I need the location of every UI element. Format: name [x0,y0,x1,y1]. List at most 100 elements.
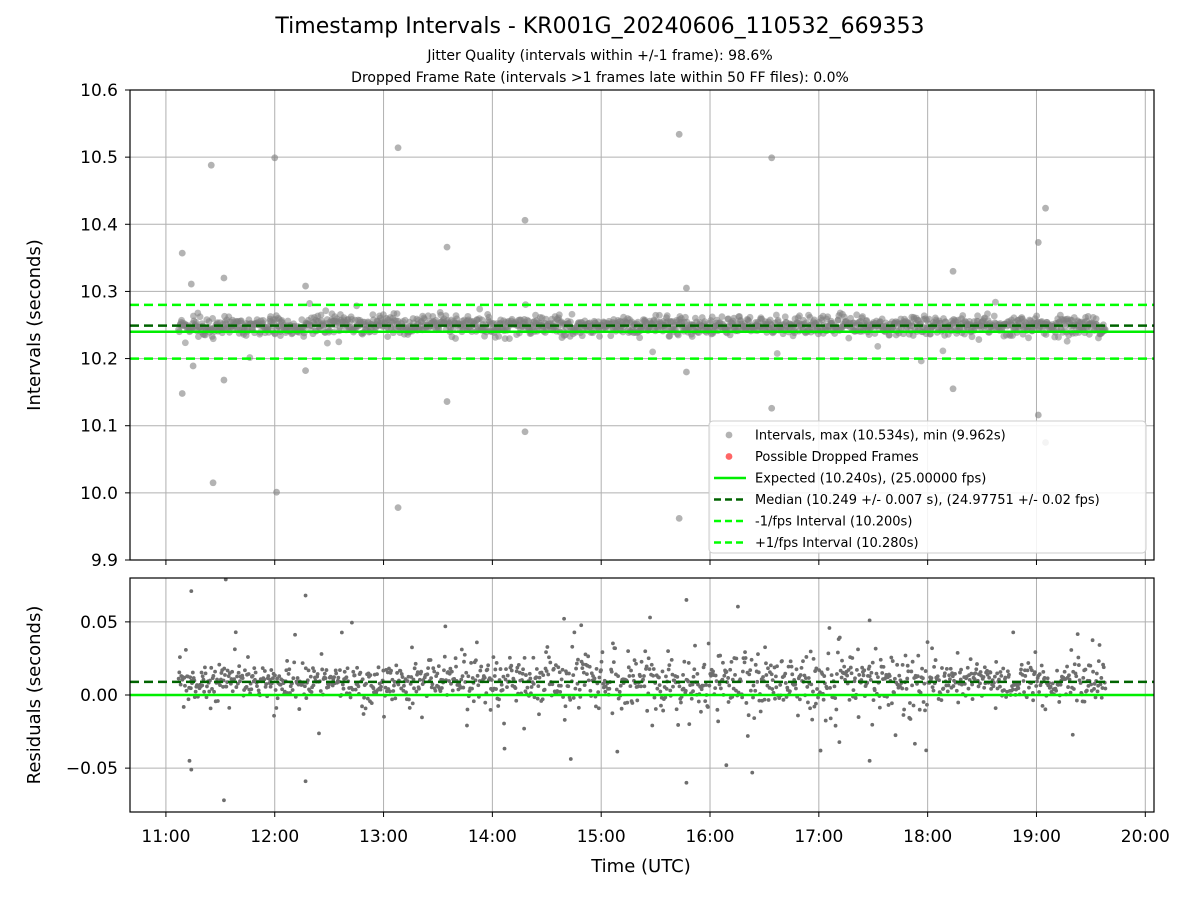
interval-point [495,332,503,340]
residual-point [345,666,350,671]
residual-point [921,700,926,704]
residual-point [630,701,635,705]
residual-point [619,706,624,711]
chart-title: Timestamp Intervals - KR001G_20240606_11… [275,14,925,39]
residual-point [202,689,207,694]
residual-point [756,670,761,675]
residual-point [544,650,548,655]
residual-point [581,662,585,667]
residual-point [244,685,249,689]
residual-point [806,700,810,705]
residual-point [1070,732,1075,737]
residual-point [811,656,816,661]
residual-point [537,712,541,717]
residual-point [889,655,894,660]
residual-point [774,685,779,690]
residual-point [390,697,394,702]
residual-outlier-point [222,798,226,803]
residual-point [527,671,532,676]
residual-point [696,699,701,704]
residual-point [234,685,239,689]
residual-point [906,669,911,674]
residual-point [853,696,858,700]
residual-point [699,709,703,714]
residual-point [711,669,715,674]
interval-outlier-point [178,249,186,257]
residual-point [730,677,735,682]
residual-outlier-point [867,618,872,623]
residual-point [541,673,546,677]
residual-point [504,667,508,672]
residual-point [246,655,250,659]
residual-point [1011,630,1016,635]
residual-point [905,663,910,668]
residual-point [744,701,749,705]
residual-point [364,681,368,686]
residual-point [253,677,257,682]
residual-point [435,671,440,676]
residual-point [895,662,900,667]
residual-point [429,685,434,690]
interval-point [688,333,696,340]
residual-outlier-point [189,589,194,594]
residual-point [783,681,788,685]
residual-point [764,673,769,677]
residual-point [726,676,731,680]
residual-point [417,686,421,691]
residual-point [832,684,837,689]
residual-point [786,664,791,669]
residual-point [1043,707,1048,712]
residual-point [268,677,272,682]
residual-point [1075,632,1080,637]
residual-point [522,655,527,660]
interval-point [853,311,861,319]
residual-point [360,677,365,682]
residual-point [618,683,623,688]
interval-outlier-point [178,390,186,397]
residual-point [814,701,818,706]
residual-point [615,749,620,754]
residual-point [766,666,770,671]
interval-point [636,334,644,342]
residual-point [746,713,751,718]
residual-point [856,715,861,719]
residual-point [568,757,573,761]
residual-point [706,641,711,646]
residual-point [1025,668,1030,673]
residual-point [449,669,454,674]
residual-point [574,661,579,666]
residual-point [987,675,992,680]
residual-point [1069,648,1074,652]
interval-point [568,310,576,318]
residual-point [515,665,520,670]
interval-point [306,300,313,307]
residual-point [491,655,496,659]
residual-point [999,673,1004,678]
interval-outlier-point [1034,411,1042,419]
residual-point [340,682,345,687]
residual-point [628,684,633,689]
residual-point [537,675,542,680]
residual-point [968,657,973,662]
residual-point [304,696,309,700]
residual-point [571,696,576,700]
residual-point [958,677,963,682]
residual-point [770,687,775,691]
residual-point [489,678,494,682]
residual-point [611,660,616,665]
residual-point [485,667,490,672]
residual-point [297,707,302,711]
residual-point [394,663,399,668]
residual-point [250,673,255,678]
residual-point [548,660,553,665]
residual-point [635,698,640,703]
residual-point [465,707,470,712]
residual-point [966,686,971,691]
residual-point [701,683,705,688]
residual-point [232,677,237,682]
residual-point [415,670,420,675]
residual-point [1022,690,1026,695]
residual-point [816,695,820,700]
residual-point [745,734,750,738]
residual-point [886,703,891,707]
